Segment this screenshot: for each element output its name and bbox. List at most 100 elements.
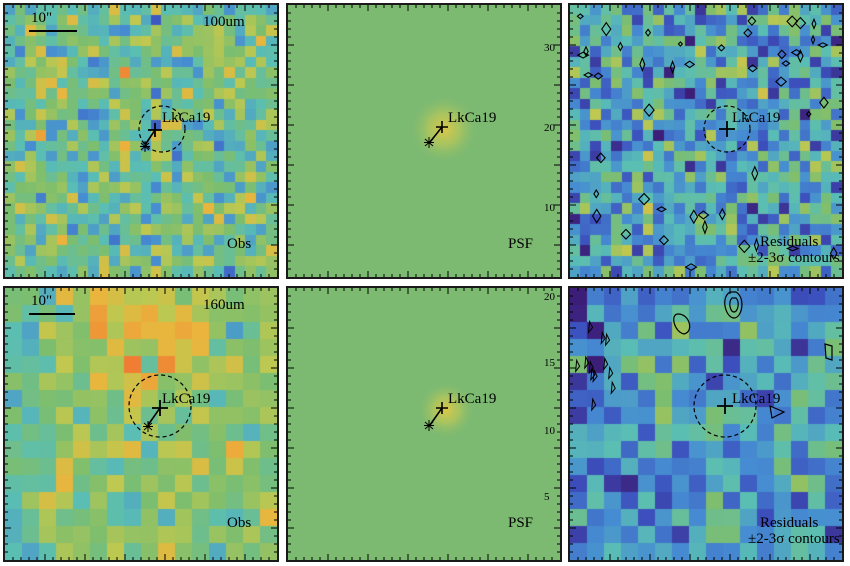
panel-residuals-160um: LkCa19 Residuals ±2-3σ contours [568, 286, 844, 562]
contour [608, 365, 614, 381]
contour [593, 72, 604, 80]
obs-160um-image [5, 288, 277, 560]
corner-label: PSF [508, 515, 534, 531]
contour [595, 152, 606, 164]
contour [751, 165, 759, 182]
contour [794, 16, 807, 30]
tick-marks [570, 5, 842, 277]
contour [774, 76, 788, 87]
contour [603, 356, 609, 371]
axis-label-20: 20 [544, 122, 555, 134]
panel-psf-100um: 30 20 10 LkCa19 PSF [286, 3, 562, 279]
contour [592, 368, 598, 383]
contour [819, 96, 829, 109]
contour [591, 208, 602, 224]
star-position-cross [717, 398, 733, 414]
panel-psf-160um: 20 15 10 5 LkCa19 PSF [286, 286, 562, 562]
offset-line [147, 407, 161, 426]
contour [689, 209, 699, 225]
contour [601, 21, 612, 37]
offset-line [429, 407, 443, 426]
star-label: LkCa19 [162, 110, 211, 126]
axis-label-30: 30 [544, 42, 555, 54]
contour [684, 263, 698, 271]
optical-position-asterisk [424, 137, 434, 148]
band-label: 100um [203, 14, 245, 30]
panel-obs-160um: 10" 160um LkCa19 Obs [3, 286, 279, 562]
star-position-cross [148, 123, 162, 137]
contour [582, 72, 594, 78]
tick-marks [570, 288, 842, 560]
psf-100um-image [288, 5, 560, 277]
star-label: LkCa19 [732, 391, 781, 407]
contour [781, 60, 791, 67]
contour [718, 207, 726, 221]
contour [677, 41, 684, 47]
contour [816, 42, 829, 48]
contour [575, 358, 581, 373]
optical-position-asterisk [143, 421, 153, 432]
axis-label-10: 10 [544, 425, 555, 437]
contour [797, 48, 804, 64]
axis-label-20: 20 [544, 291, 555, 303]
obs-160um-overlay [29, 313, 192, 438]
contour [643, 103, 655, 117]
corner-label: Obs [227, 236, 252, 252]
contour [747, 16, 757, 27]
star-label: LkCa19 [162, 391, 211, 407]
panel-obs-100um: 10" 100um LkCa19 Obs [3, 3, 279, 279]
tick-marks [5, 288, 277, 560]
axis-label-5: 5 [544, 491, 550, 503]
contour [584, 355, 590, 370]
contour [702, 219, 708, 235]
contour [717, 44, 726, 52]
psf-160um-overlay [424, 402, 448, 431]
psf-160um-image [288, 288, 560, 560]
optical-position-asterisk [424, 420, 434, 431]
obs-100um-overlay [29, 30, 186, 153]
contour [810, 34, 816, 46]
contour [655, 206, 668, 213]
contour [738, 239, 751, 254]
contour [743, 28, 753, 38]
contour [785, 245, 800, 252]
corner-label: PSF [508, 236, 534, 252]
corner-label-line2: ±2-3σ contours [748, 531, 840, 547]
contour [673, 313, 691, 335]
tick-marks [288, 288, 560, 560]
corner-label-line1: Residuals [760, 234, 819, 250]
contour [769, 405, 786, 419]
contour [644, 28, 652, 37]
band-label: 160um [203, 297, 245, 313]
corner-label-line1: Residuals [760, 515, 819, 531]
contour [593, 188, 600, 199]
tick-marks [288, 5, 560, 277]
contour [639, 56, 646, 73]
contour [747, 64, 758, 73]
star-position-cross [436, 402, 448, 414]
contour [724, 291, 743, 319]
aperture-circle [128, 374, 192, 438]
aperture-circle [138, 105, 186, 153]
contour [637, 192, 651, 206]
residuals-160um-image [570, 288, 842, 560]
aperture-circle [693, 374, 757, 438]
residuals-160um-overlay [575, 291, 833, 438]
contour [604, 332, 611, 347]
aperture-circle [703, 105, 751, 153]
contour [591, 397, 597, 412]
contour [590, 366, 596, 382]
star-position-cross [719, 121, 735, 137]
tick-marks [5, 5, 277, 277]
contour [658, 235, 670, 246]
contour [576, 51, 590, 59]
star-label: LkCa19 [732, 110, 781, 126]
axis-label-10: 10 [544, 202, 555, 214]
offset-line [144, 129, 156, 146]
contour [697, 210, 710, 220]
contour [777, 49, 787, 60]
axis-label-15: 15 [544, 357, 555, 369]
star-position-cross [436, 121, 448, 133]
contour [600, 330, 606, 346]
contour [610, 380, 616, 395]
